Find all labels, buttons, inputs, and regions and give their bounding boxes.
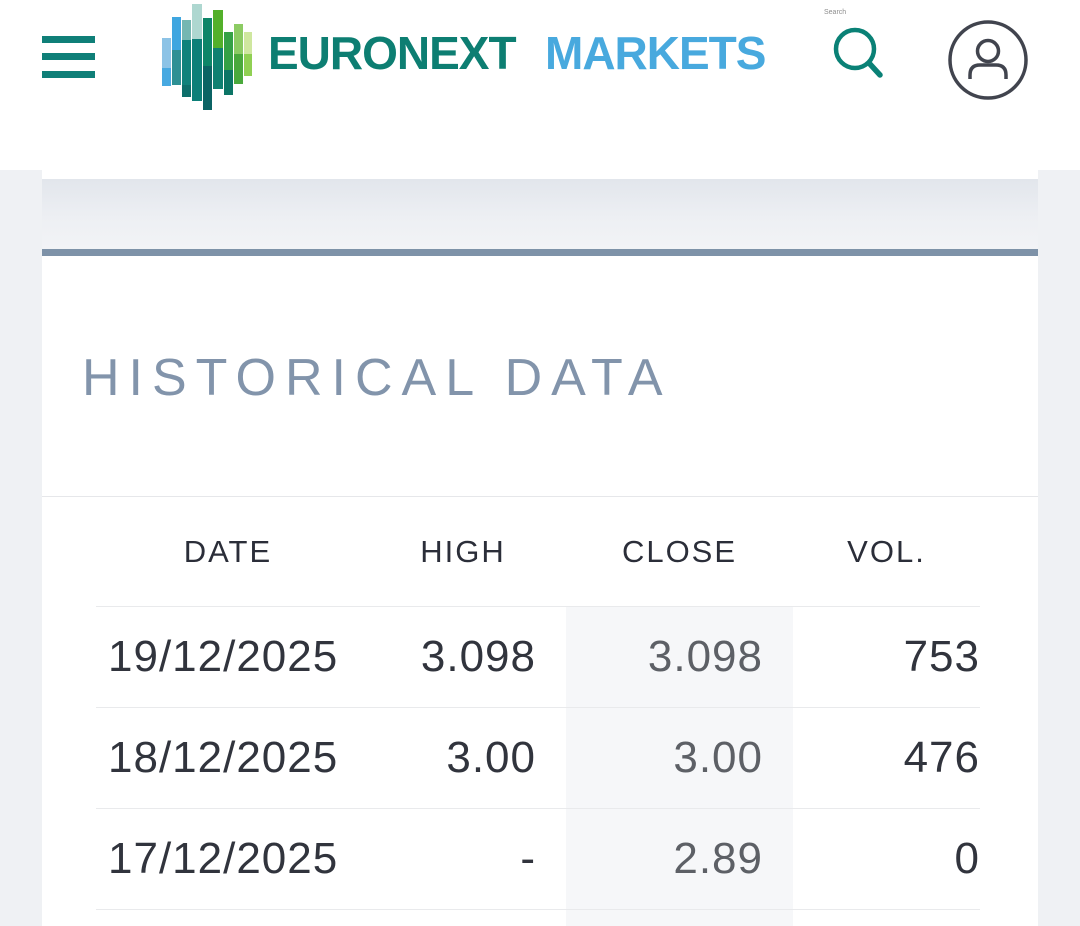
cell-close: 3.098 bbox=[566, 607, 793, 707]
search-label: Search bbox=[824, 9, 846, 16]
cell-high: 3.098 bbox=[360, 632, 566, 682]
cell-close: 3.00 bbox=[566, 708, 793, 808]
cell-date: 17/12/2025 bbox=[96, 834, 360, 884]
cell-date: 19/12/2025 bbox=[96, 632, 360, 682]
page-title: HISTORICAL DATA bbox=[82, 352, 1038, 404]
cell-vol: 753 bbox=[793, 632, 980, 682]
user-profile-icon[interactable] bbox=[947, 19, 1029, 101]
cell-vol: 0 bbox=[793, 834, 980, 884]
brand-euronext[interactable]: EURONEXT bbox=[268, 30, 516, 76]
table-row: 17/12/2025 - 2.89 0 bbox=[96, 809, 980, 910]
column-header-close: CLOSE bbox=[566, 534, 793, 570]
table-row: 18/12/2025 3.00 3.00 476 bbox=[96, 708, 980, 809]
search-icon[interactable] bbox=[828, 22, 890, 86]
header-shadow bbox=[42, 179, 1038, 249]
cell-high: 3.00 bbox=[360, 733, 566, 783]
column-header-vol: VOL. bbox=[793, 534, 980, 570]
table-row-partial bbox=[96, 910, 980, 926]
column-header-high: HIGH bbox=[360, 534, 566, 570]
cell-high: - bbox=[360, 834, 566, 884]
euronext-logo-icon[interactable] bbox=[158, 2, 253, 112]
app-header: EURONEXT MARKETS Search bbox=[0, 0, 1080, 170]
historical-data-card: HISTORICAL DATA DATE HIGH CLOSE VOL. 19/… bbox=[42, 249, 1038, 926]
historical-data-table: DATE HIGH CLOSE VOL. 19/12/2025 3.098 3.… bbox=[96, 497, 980, 926]
table-header-row: DATE HIGH CLOSE VOL. bbox=[96, 497, 980, 607]
brand-markets[interactable]: MARKETS bbox=[545, 30, 765, 76]
cell-close: 2.89 bbox=[566, 809, 793, 909]
cell-vol: 476 bbox=[793, 733, 980, 783]
cell-date: 18/12/2025 bbox=[96, 733, 360, 783]
card-title-section: HISTORICAL DATA bbox=[42, 256, 1038, 497]
hamburger-menu-icon[interactable] bbox=[42, 36, 95, 78]
column-header-date: DATE bbox=[96, 534, 360, 570]
table-row: 19/12/2025 3.098 3.098 753 bbox=[96, 607, 980, 708]
